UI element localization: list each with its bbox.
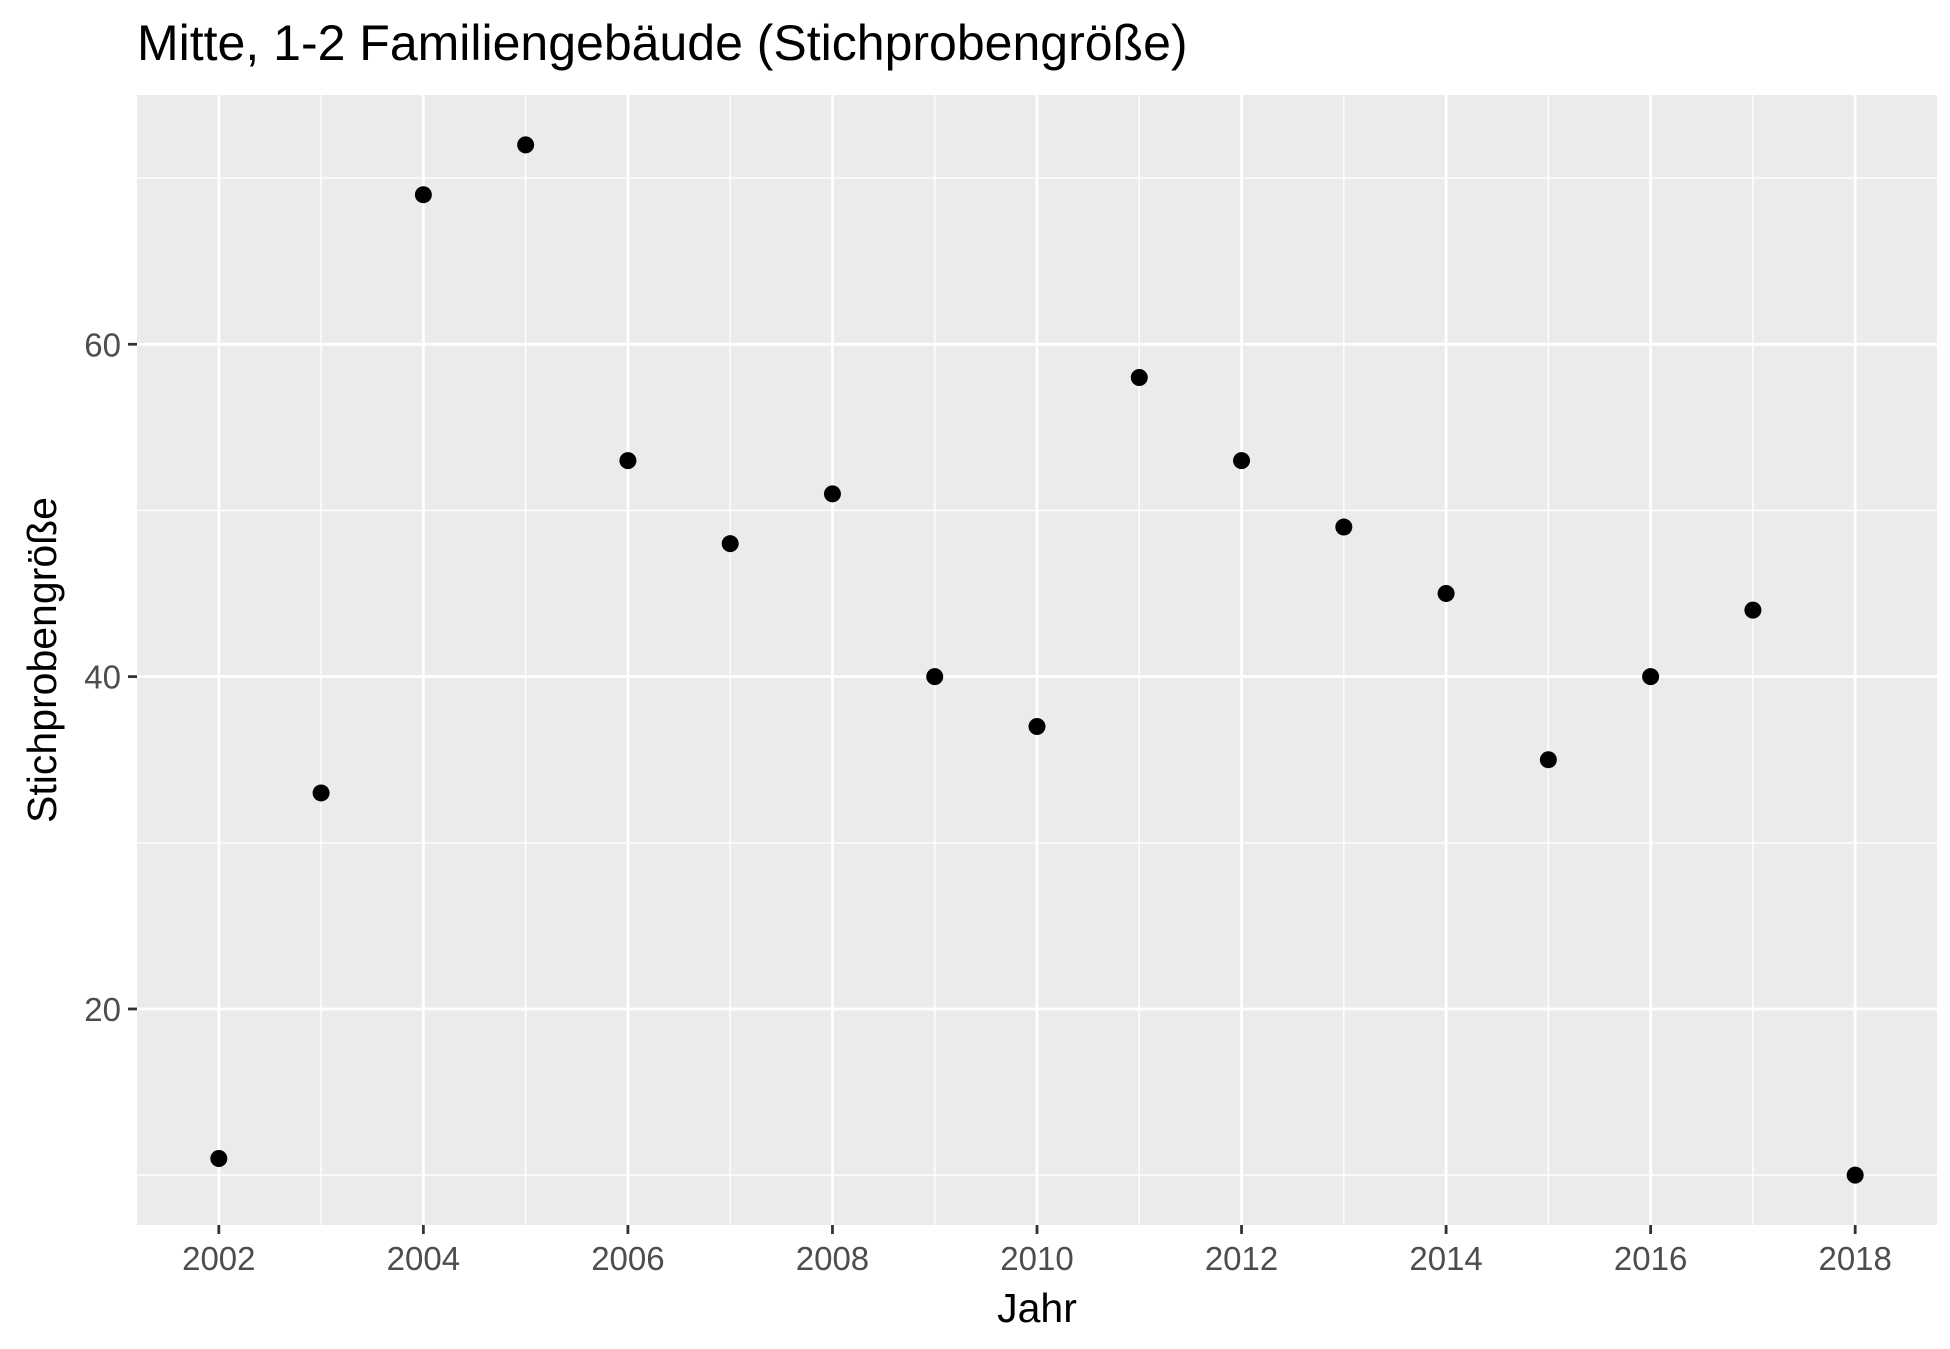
chart-title: Mitte, 1-2 Familiengebäude (Stichprobeng…: [137, 15, 1188, 71]
data-point: [1744, 601, 1762, 619]
x-tick-label: 2018: [1818, 1240, 1891, 1277]
axes: 2002 2004 2006 2008 2010 2012 2014 2016 2018 20 40…: [84, 326, 1892, 1277]
x-tick-label: 2016: [1614, 1240, 1687, 1277]
data-point: [312, 784, 330, 802]
y-tick-label: 60: [84, 326, 121, 363]
data-point: [1539, 751, 1557, 769]
data-point: [1130, 369, 1148, 386]
data-point: [517, 136, 535, 154]
data-point: [1028, 717, 1046, 735]
x-tick-label: 2010: [1000, 1240, 1073, 1277]
x-tick-label: 2008: [796, 1240, 869, 1277]
data-point: [721, 535, 739, 553]
data-point: [926, 668, 944, 686]
y-axis-title: Stichprobengröße: [19, 497, 65, 823]
data-point: [414, 186, 432, 204]
x-tick-label: 2002: [182, 1240, 255, 1277]
data-point: [619, 452, 637, 470]
grid-lines: [137, 95, 1937, 1225]
x-tick-label: 2014: [1409, 1240, 1482, 1277]
y-tick-label: 20: [84, 991, 121, 1028]
data-point: [210, 1150, 228, 1168]
x-tick-label: 2004: [387, 1240, 460, 1277]
x-axis-title: Jahr: [997, 1285, 1077, 1331]
data-point: [1846, 1166, 1864, 1184]
data-point: [1642, 668, 1660, 686]
x-tick-label: 2006: [591, 1240, 664, 1277]
x-tick-label: 2012: [1205, 1240, 1278, 1277]
data-point: [823, 485, 841, 503]
data-point: [1335, 518, 1353, 536]
data-points: [210, 136, 1864, 1184]
y-tick-label: 40: [84, 659, 121, 696]
data-point: [1437, 585, 1455, 603]
data-point: [1233, 452, 1251, 470]
